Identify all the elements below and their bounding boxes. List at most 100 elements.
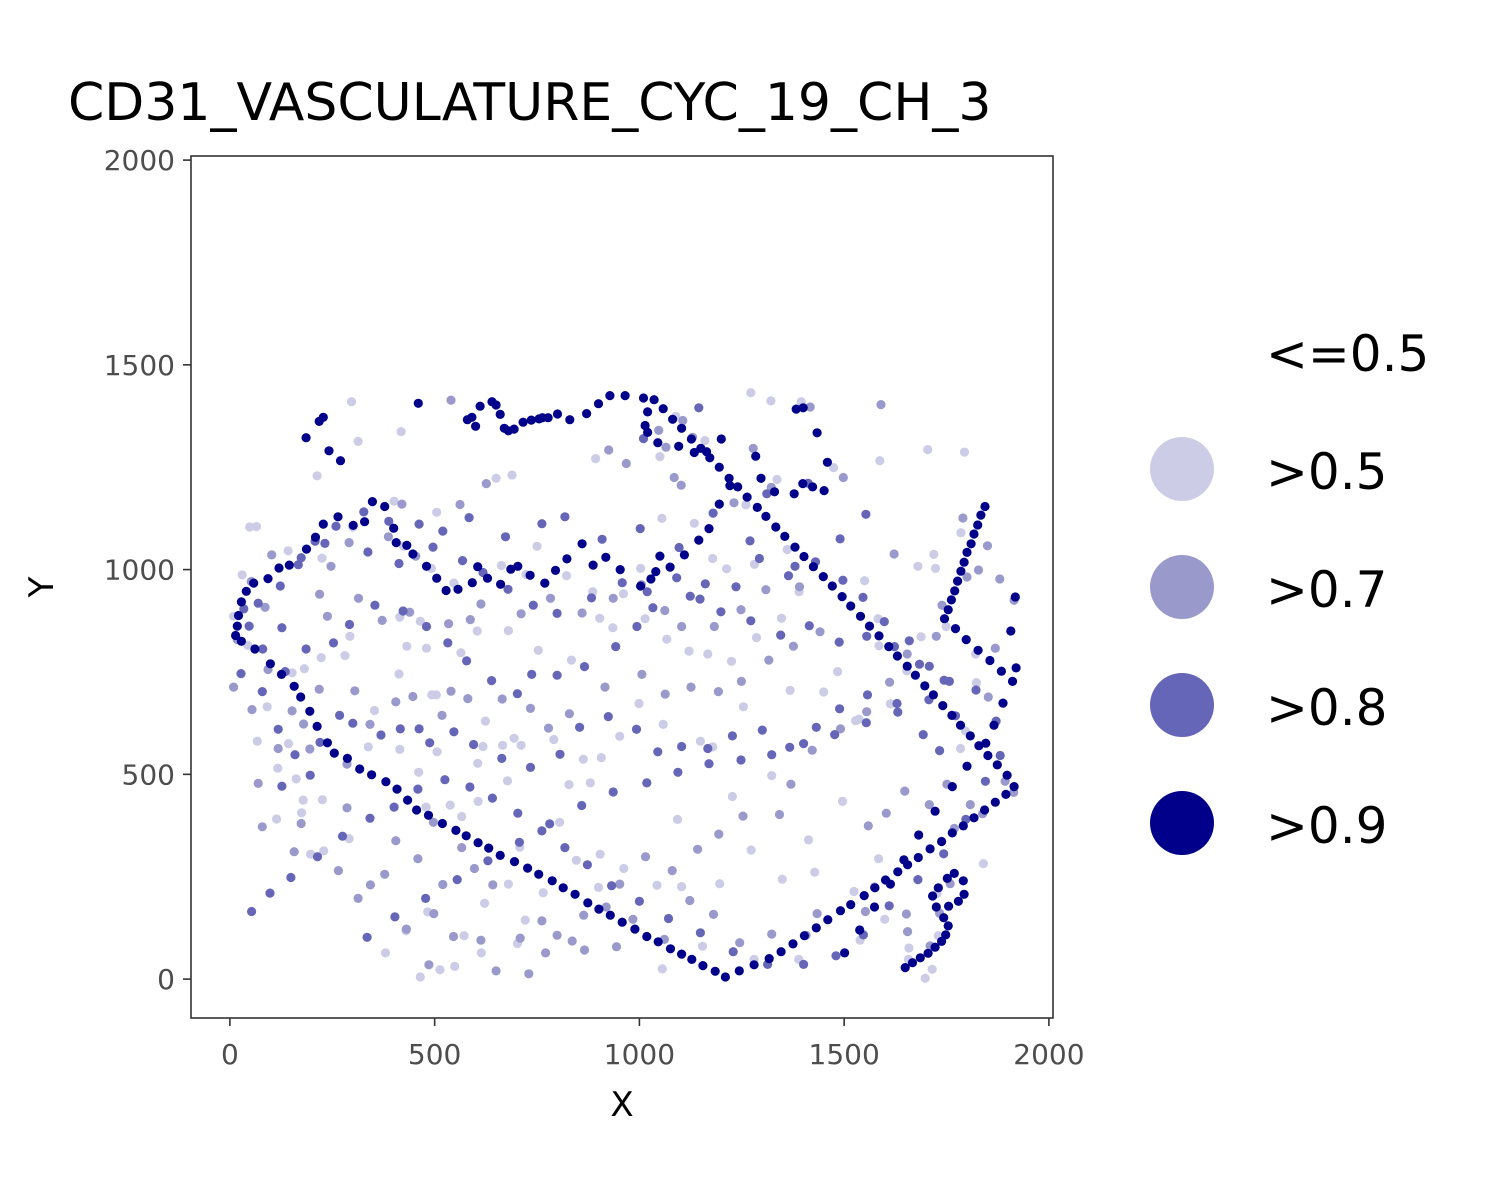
data-point <box>661 442 671 452</box>
data-point <box>333 866 343 876</box>
data-point <box>733 482 743 492</box>
data-point <box>686 682 696 692</box>
data-point <box>476 599 486 609</box>
data-point <box>437 818 447 829</box>
x-tick-label: 2000 <box>1013 1038 1084 1071</box>
data-point <box>995 750 1005 761</box>
data-point <box>1009 782 1019 792</box>
data-point <box>875 456 885 466</box>
data-point <box>287 668 297 678</box>
data-point <box>363 742 373 752</box>
data-point <box>959 889 969 899</box>
data-point <box>928 690 939 700</box>
data-point <box>476 948 486 958</box>
data-point <box>962 761 972 771</box>
data-point <box>586 593 597 603</box>
data-point <box>621 458 631 469</box>
legend-label: >0.7 <box>1266 561 1387 619</box>
data-point <box>879 617 889 627</box>
data-point <box>245 522 255 532</box>
data-point <box>996 666 1007 676</box>
data-point <box>239 604 249 614</box>
data-point <box>467 412 477 422</box>
data-point <box>962 572 972 582</box>
data-point <box>391 538 401 548</box>
data-point <box>862 707 872 717</box>
data-point <box>861 718 871 728</box>
data-point <box>900 963 910 973</box>
data-point <box>677 882 687 892</box>
data-point <box>654 425 664 435</box>
data-point <box>799 931 810 941</box>
data-point <box>520 915 530 925</box>
data-point <box>727 731 738 741</box>
data-point <box>931 902 941 912</box>
data-point <box>892 698 902 709</box>
data-point <box>432 573 442 583</box>
data-point <box>761 585 771 595</box>
data-point <box>751 633 762 643</box>
data-point <box>953 576 963 586</box>
data-point <box>651 567 661 577</box>
data-point <box>549 734 559 745</box>
data-point <box>500 532 511 542</box>
data-point <box>518 417 528 427</box>
data-point <box>634 698 644 709</box>
data-point <box>595 849 605 859</box>
data-point <box>232 621 242 631</box>
data-point <box>608 593 618 603</box>
data-point <box>424 960 434 970</box>
data-point <box>555 817 565 827</box>
data-point <box>668 414 678 424</box>
data-point <box>741 500 751 510</box>
data-point <box>534 869 544 879</box>
data-point <box>751 451 761 461</box>
data-point <box>974 741 984 751</box>
data-point <box>496 579 506 589</box>
data-point <box>735 938 745 948</box>
data-point <box>469 863 479 874</box>
data-point <box>579 910 589 920</box>
data-point <box>939 913 949 923</box>
data-point <box>488 880 498 890</box>
data-point <box>344 538 354 548</box>
data-point <box>874 641 884 651</box>
data-point <box>600 682 610 692</box>
data-point <box>678 415 688 426</box>
data-point <box>635 524 645 534</box>
data-point <box>930 806 940 816</box>
data-point <box>799 551 809 562</box>
data-point <box>333 512 343 522</box>
data-point <box>700 436 710 446</box>
data-point <box>766 396 776 406</box>
data-point <box>728 947 738 957</box>
data-point <box>966 539 976 549</box>
data-point <box>799 739 809 749</box>
data-point <box>709 621 719 632</box>
data-point <box>939 614 950 624</box>
data-point <box>655 452 665 462</box>
data-point <box>646 574 656 584</box>
data-point <box>631 724 642 734</box>
data-point <box>776 947 786 957</box>
data-point <box>253 598 263 608</box>
data-point <box>652 880 662 890</box>
data-point <box>704 759 714 769</box>
data-point <box>342 803 352 813</box>
data-point <box>593 882 604 893</box>
data-point <box>506 564 516 574</box>
data-point <box>390 912 400 922</box>
data-point <box>483 856 493 866</box>
data-point <box>601 552 611 562</box>
data-point <box>973 565 984 575</box>
data-point <box>537 519 547 529</box>
data-point <box>684 646 694 656</box>
data-point <box>673 767 683 777</box>
data-point <box>695 594 705 604</box>
data-point <box>528 600 538 610</box>
data-point <box>790 561 800 571</box>
data-point <box>860 576 870 586</box>
data-point <box>389 802 399 812</box>
data-point <box>764 655 774 665</box>
data-point <box>560 843 570 853</box>
